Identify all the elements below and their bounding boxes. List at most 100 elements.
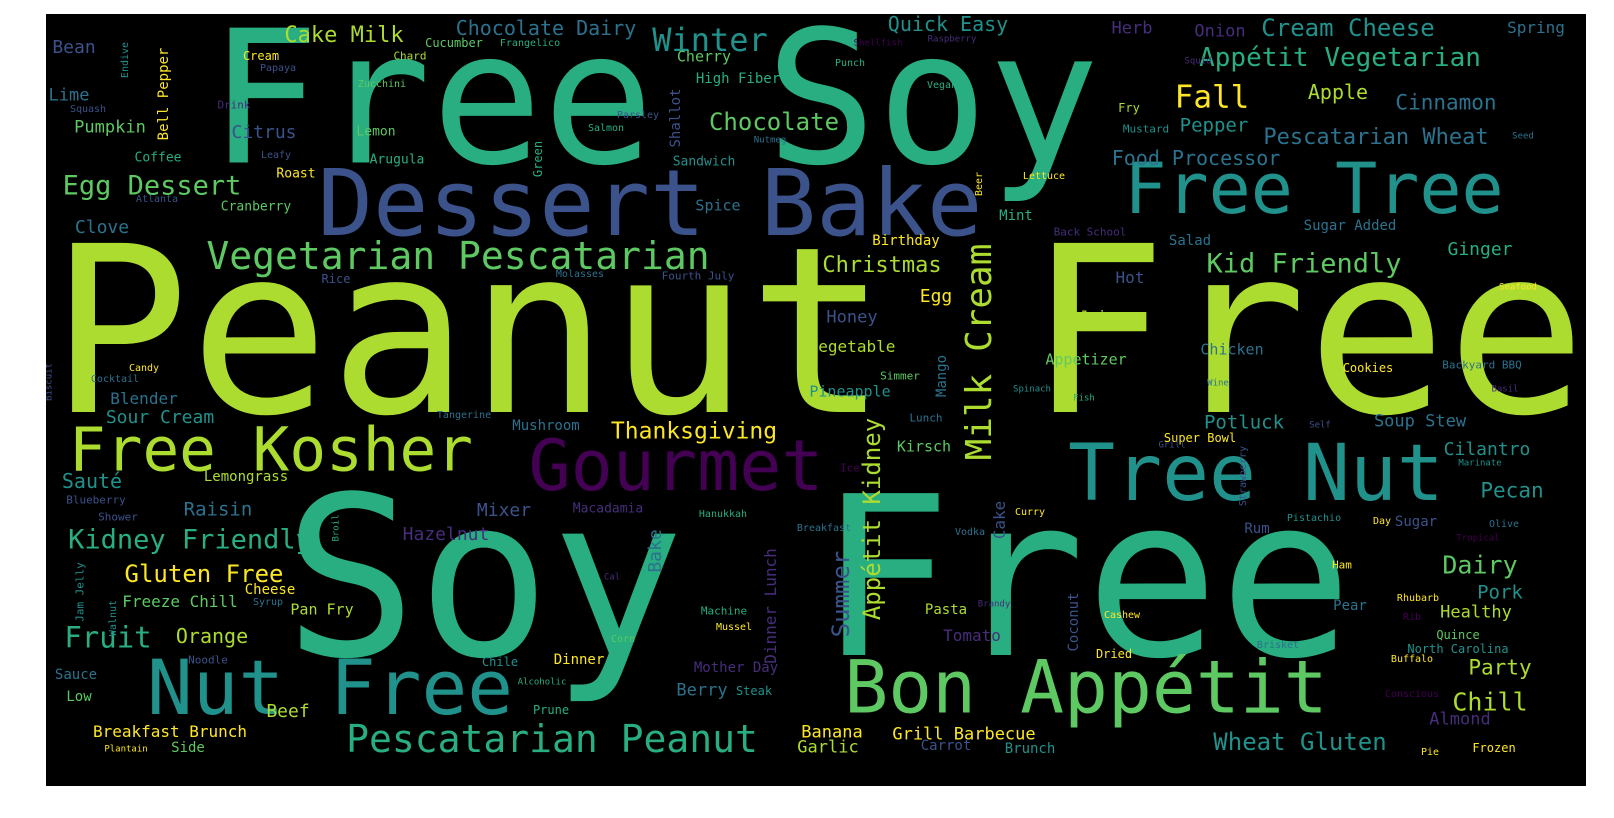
word: Kidney Friendly [68,524,312,556]
word: Berry [676,680,728,701]
word: Plantain [104,744,148,755]
word: Pescatarian Wheat [1263,125,1489,150]
word: Sauce [54,667,98,683]
word: Cinnamon [1395,90,1497,115]
word: Cream [242,49,280,63]
word: Pistachio [1286,513,1342,524]
word: Fourth July [661,269,735,283]
word: Tree Nut [1068,429,1444,519]
word: Raspberry [927,34,977,45]
word: Sugar Added [1303,218,1397,234]
word: Fall [1174,79,1250,116]
word: Drink [217,98,251,112]
word: Simmer [880,369,920,383]
word: Macadamia [572,501,644,517]
word: Basil [1491,384,1519,395]
word: Vodka [954,527,986,538]
word: Winter [652,21,768,59]
word: Tomato [943,626,1001,645]
word: Herb [1111,18,1153,39]
word: Mango [934,354,950,398]
word: Cheese [244,582,296,598]
word: Dried [1095,647,1133,661]
word: Party [1468,655,1532,680]
word: Garlic [797,737,859,758]
word: Noodle [188,653,228,667]
word: Low [66,689,92,705]
word: Brunch [1004,741,1056,757]
word: Marinate [1458,458,1502,469]
word: Grill [1158,440,1186,451]
word: Chicken [1200,340,1264,359]
word: Candy [128,363,160,374]
word: Roast [276,166,316,182]
word: Back School [1053,225,1127,239]
word: Apple [1307,80,1369,104]
word: Potluck [1203,411,1285,434]
word: Orange [175,624,249,648]
word: Mustard [1122,122,1170,136]
word: Cal [603,572,621,583]
word: Bean [52,37,96,58]
word-cloud: Peanut Free Free Soy Soy Free Dessert Ba… [46,14,1586,786]
word: Super Bowl [1163,431,1237,445]
word: Beer [974,171,985,197]
word: Punch [834,58,866,69]
word: Egg Dessert [62,170,242,202]
word: Appétit Kidney [858,417,886,621]
word: Dessert Bake [317,150,983,257]
word: Lettuce [1022,171,1066,182]
word: Free Soy [208,14,1100,207]
word: Chocolate Dairy [455,16,637,40]
word: Hot [1115,268,1145,287]
word: Endive [120,41,131,79]
word: Quince [1436,628,1480,642]
word: Rib [1402,612,1422,623]
word: Pear [1333,598,1367,614]
word: Ginger [1447,239,1513,260]
word: Dinner [553,652,605,668]
word: Mushroom [512,418,580,434]
word: Tangerine [436,410,492,421]
word: High Fiber [695,71,781,87]
word: Raisin [183,498,253,521]
word: Pie [1420,747,1440,758]
word: Conscious [1384,689,1440,700]
word: Sandwich [672,154,736,170]
word: Pecan [1480,478,1544,503]
word: Nut Free [146,643,514,732]
word: Corn [610,634,636,645]
word: Lemongrass [203,469,289,485]
word: Christmas [822,253,942,278]
word: Egg [919,286,953,307]
word: Salmon [587,123,625,134]
word: Bell Pepper [156,47,172,141]
word: Pan Fry [290,600,354,619]
word: Dinner Lunch [761,548,780,664]
word: Self [1309,420,1331,431]
word: Banana [801,722,863,743]
word: Pumpkin [74,117,146,138]
word: Pasta [924,602,968,618]
word: Soy Free [283,450,1353,708]
word: Beef [266,701,310,722]
word: Breakfast Brunch [92,722,248,741]
word: Arugula [369,152,425,168]
word: Bake [645,529,666,573]
word: Cilantro [1443,439,1531,460]
word: Juice [1079,307,1125,326]
word: North Carolina [1407,642,1509,656]
word: Frangelico [499,38,561,49]
word: Coconut [1066,592,1082,652]
word: Coffee [134,150,182,166]
word: Shellfish [853,38,903,49]
word: Freeze Chill [122,592,238,611]
word: Hanukkah [698,509,748,520]
word: Leafy [260,150,292,161]
word: Rum [1244,521,1270,537]
word: Cucumber [425,36,483,50]
word: Citrus [231,122,297,143]
word: Pepper [1179,114,1249,137]
word: Prune [532,703,570,717]
word: Blender [110,389,178,408]
